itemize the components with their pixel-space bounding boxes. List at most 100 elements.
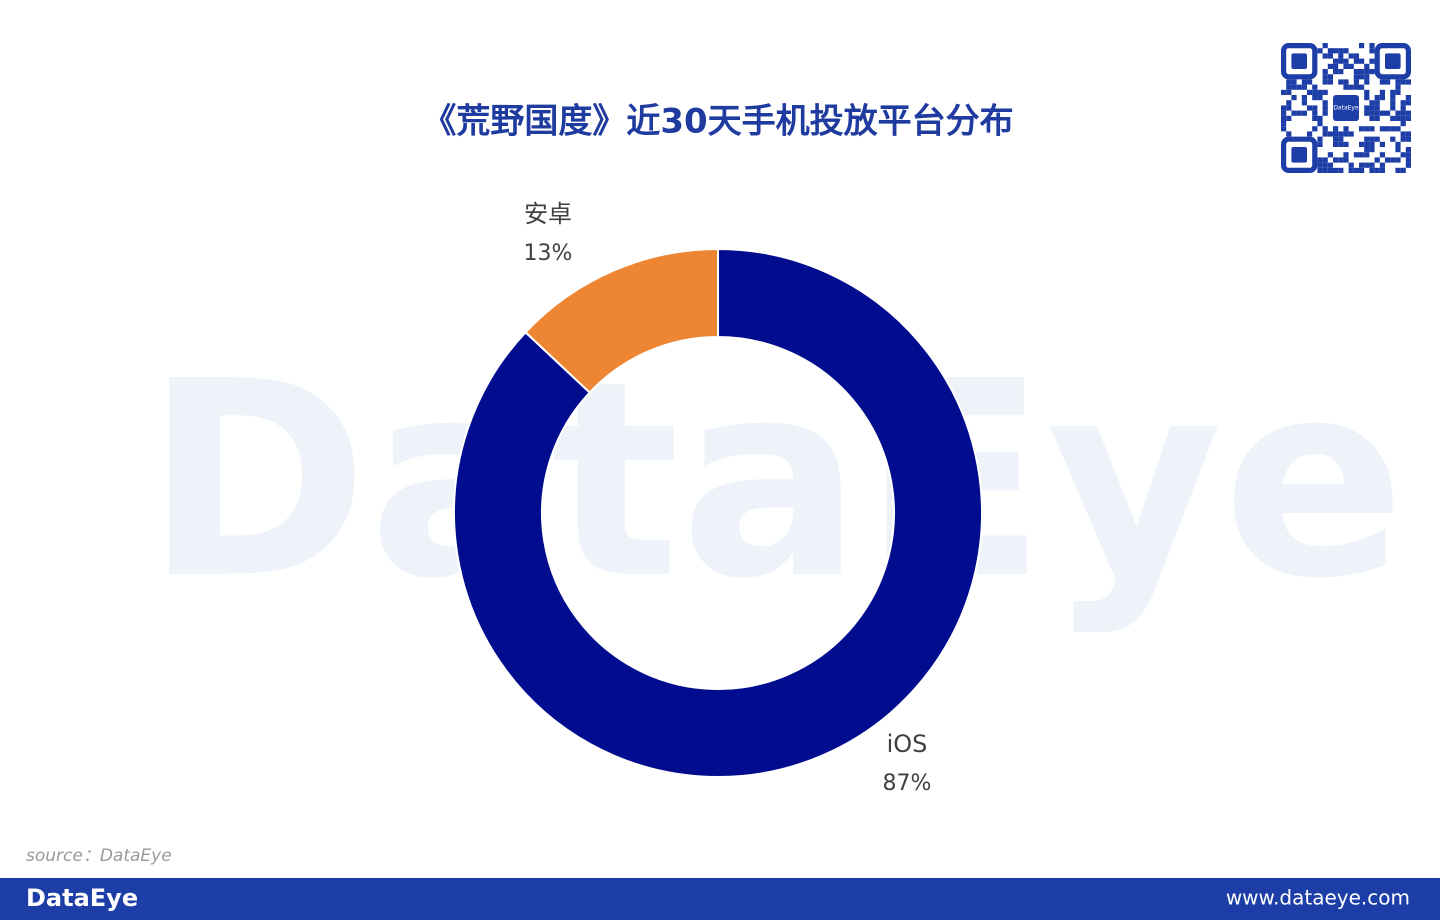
qr-module xyxy=(1405,95,1411,101)
qr-module xyxy=(1369,69,1375,75)
qr-module xyxy=(1364,126,1370,132)
qr-module xyxy=(1405,115,1411,121)
qr-module xyxy=(1400,105,1406,111)
qr-module xyxy=(1286,115,1292,121)
qr-module xyxy=(1395,84,1401,90)
qr-module xyxy=(1364,74,1370,80)
qr-module xyxy=(1400,79,1406,85)
qr-module xyxy=(1343,157,1349,163)
qr-module xyxy=(1369,126,1375,132)
qr-module xyxy=(1369,167,1375,173)
qr-module xyxy=(1364,136,1370,142)
qr-module xyxy=(1369,136,1375,142)
qr-module xyxy=(1390,126,1396,132)
qr-module xyxy=(1400,131,1406,137)
qr-module xyxy=(1400,110,1406,116)
qr-module xyxy=(1364,105,1370,111)
qr-module xyxy=(1395,110,1401,116)
qr-module xyxy=(1379,89,1385,95)
qr-module xyxy=(1333,136,1339,142)
qr-module xyxy=(1359,126,1365,132)
qr-module xyxy=(1286,84,1292,90)
qr-module xyxy=(1405,110,1411,116)
qr-module xyxy=(1374,157,1380,163)
qr-module xyxy=(1405,131,1411,137)
qr-module xyxy=(1359,152,1365,158)
qr-module xyxy=(1327,131,1333,137)
qr-module xyxy=(1343,141,1349,147)
qr-module xyxy=(1390,136,1396,142)
qr-module xyxy=(1395,89,1401,95)
qr-module xyxy=(1281,121,1287,127)
qr-module xyxy=(1395,126,1401,132)
qr-module xyxy=(1405,157,1411,163)
qr-module xyxy=(1333,131,1339,137)
qr-module xyxy=(1353,152,1359,158)
qr-module xyxy=(1322,131,1328,137)
qr-module xyxy=(1322,126,1328,132)
qr-module xyxy=(1405,136,1411,142)
slice-value-label: 13% xyxy=(524,241,573,266)
qr-module xyxy=(1338,131,1344,137)
qr-module xyxy=(1395,157,1401,163)
qr-module xyxy=(1296,84,1302,90)
qr-module xyxy=(1312,95,1318,101)
qr-module xyxy=(1374,100,1380,106)
qr-module xyxy=(1405,147,1411,153)
qr-module xyxy=(1405,79,1411,85)
qr-module xyxy=(1359,69,1365,75)
qr-module xyxy=(1281,115,1287,121)
qr-module xyxy=(1317,136,1323,142)
qr-module xyxy=(1390,115,1396,121)
qr-module xyxy=(1353,53,1359,59)
qr-module xyxy=(1395,141,1401,147)
qr-module xyxy=(1312,84,1318,90)
qr-module xyxy=(1317,89,1323,95)
qr-module xyxy=(1400,167,1406,173)
qr-module xyxy=(1390,100,1396,106)
qr-module xyxy=(1385,157,1391,163)
source: source：DataEye xyxy=(26,846,172,866)
qr-module xyxy=(1281,89,1287,95)
qr-finder-core xyxy=(1385,53,1401,69)
qr-module xyxy=(1343,126,1349,132)
qr-module xyxy=(1395,167,1401,173)
qr-module xyxy=(1364,147,1370,153)
qr-module xyxy=(1385,79,1391,85)
qr-module xyxy=(1286,100,1292,106)
qr-module xyxy=(1322,89,1328,95)
qr-module xyxy=(1291,95,1297,101)
qr-module xyxy=(1390,157,1396,163)
qr-module xyxy=(1379,126,1385,132)
qr-module xyxy=(1317,167,1323,173)
qr-module xyxy=(1343,131,1349,137)
qr-code: DataEye xyxy=(1280,42,1411,173)
qr-module xyxy=(1333,126,1339,132)
qr-module xyxy=(1286,105,1292,111)
qr-module xyxy=(1281,126,1287,132)
qr-module xyxy=(1307,89,1313,95)
qr-module xyxy=(1379,152,1385,158)
qr-finder xyxy=(1374,42,1411,80)
qr-module xyxy=(1359,43,1365,49)
qr-module xyxy=(1338,58,1344,64)
qr-module xyxy=(1369,105,1375,111)
qr-module xyxy=(1286,89,1292,95)
qr-module xyxy=(1317,121,1323,127)
qr-module xyxy=(1291,84,1297,90)
qr-module xyxy=(1322,157,1328,163)
qr-module xyxy=(1390,89,1396,95)
qr-module xyxy=(1317,48,1323,54)
qr-finder-core xyxy=(1291,147,1307,163)
qr-module xyxy=(1327,152,1333,158)
qr-module xyxy=(1338,157,1344,163)
qr-module xyxy=(1369,100,1375,106)
qr-module xyxy=(1364,141,1370,147)
qr-module xyxy=(1359,162,1365,168)
qr-module xyxy=(1301,100,1307,106)
qr-module xyxy=(1359,74,1365,80)
qr-finder xyxy=(1280,42,1318,80)
qr-module xyxy=(1400,100,1406,106)
qr-module xyxy=(1390,95,1396,101)
